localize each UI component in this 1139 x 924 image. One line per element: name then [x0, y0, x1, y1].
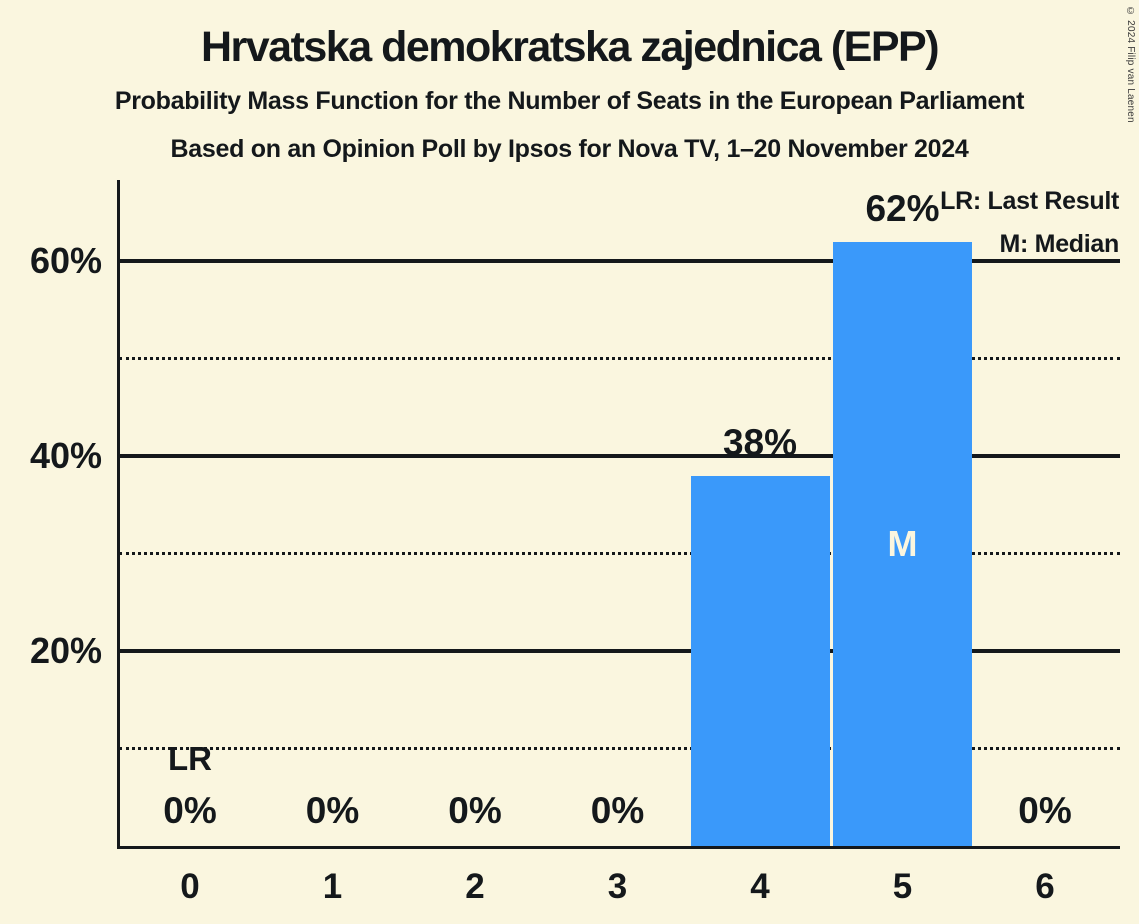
x-axis-line	[117, 846, 1120, 849]
x-tick-label-0: 0	[180, 867, 200, 906]
y-tick-label-20: 20%	[29, 630, 102, 671]
bar-value-label-2: 0%	[448, 790, 502, 831]
chart-subtitle: Probability Mass Function for the Number…	[114, 87, 1025, 115]
y-axis-line	[117, 180, 120, 849]
x-tick-label-1: 1	[322, 867, 343, 906]
bar-value-label-5: 62%	[865, 187, 940, 229]
gridline-major-40	[119, 454, 1120, 458]
gridline-major-20	[119, 649, 1120, 653]
gridline-minor-30	[119, 552, 1120, 555]
bar-value-label-6: 0%	[1018, 790, 1072, 831]
bar-value-label-4: 38%	[722, 421, 798, 463]
last-result-annotation: LR	[168, 740, 212, 777]
legend-last-result: LR: Last Result	[940, 187, 1119, 215]
x-tick-label-6: 6	[1035, 867, 1055, 906]
x-tick-label-2: 2	[465, 867, 485, 906]
median-annotation: M	[887, 523, 918, 564]
chart-title: Hrvatska demokratska zajednica (EPP)	[200, 23, 940, 71]
y-tick-label-40: 40%	[29, 435, 102, 476]
gridline-minor-10	[119, 747, 1120, 750]
x-tick-label-3: 3	[607, 867, 628, 906]
bar-value-label-0: 0%	[163, 790, 217, 831]
chart-subtitle-poll-info: Based on an Opinion Poll by Ipsos for No…	[170, 135, 969, 163]
x-tick-label-4: 4	[750, 867, 770, 906]
gridline-major-60	[119, 259, 1120, 263]
bar-value-label-3: 0%	[590, 790, 645, 831]
bar-value-label-1: 0%	[305, 790, 360, 831]
y-tick-label-60: 60%	[29, 240, 102, 281]
legend-median: M: Median	[999, 230, 1119, 258]
bar-seats-4	[690, 475, 830, 846]
copyright-text: © 2024 Filip van Laenen	[1125, 6, 1136, 123]
bar-seats-5	[833, 241, 972, 846]
gridline-minor-50	[119, 357, 1120, 360]
x-tick-label-5: 5	[892, 867, 913, 906]
